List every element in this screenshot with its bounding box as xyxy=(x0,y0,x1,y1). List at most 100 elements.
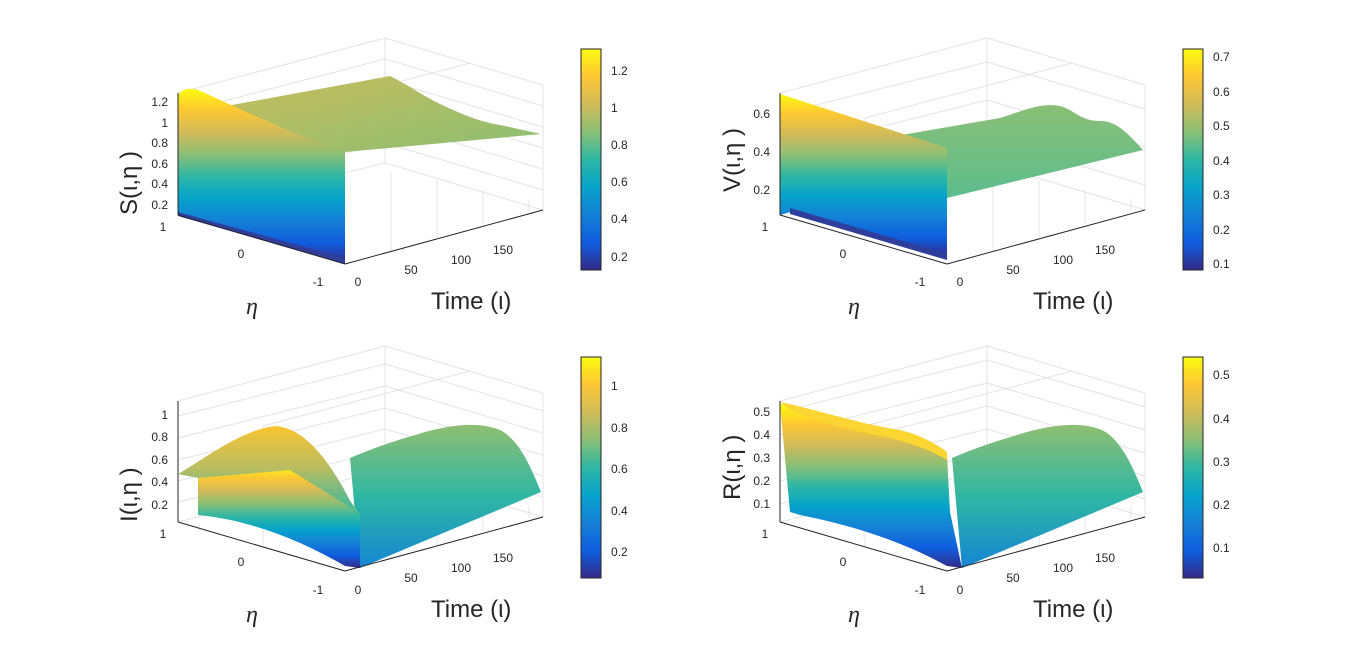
panel-r-ztick: 0.1 xyxy=(753,497,770,511)
panel-s-ylabel: η xyxy=(246,294,258,320)
panel-r-colorbar: 0.1 0.2 0.3 0.4 0.5 xyxy=(1182,356,1230,579)
panel-s-colorbar-tick: 1.2 xyxy=(611,64,628,78)
panel-s-colorbar-tick: 0.4 xyxy=(611,212,628,226)
panel-s-front-face xyxy=(178,88,345,264)
panel-r-ylabel: η xyxy=(848,602,860,628)
panel-s-ytick: 0 xyxy=(238,247,245,261)
panel-r-xlabel: Time (ι) xyxy=(1033,596,1113,623)
panel-v-front-face xyxy=(780,94,947,258)
panel-i-colorbar-tick: 0.2 xyxy=(611,545,628,559)
panel-i-colorbar-tick: 0.8 xyxy=(611,421,628,435)
panel-r-axes xyxy=(779,401,1146,572)
panel-v-colorbar-tick: 0.5 xyxy=(1213,119,1230,133)
panel-s: 0.2 0.4 0.6 0.8 1 1.2 1 0 -1 0 50 100 15… xyxy=(116,37,628,320)
panel-v-colorbar-bar xyxy=(1182,48,1204,271)
panel-r-xticks: 0 50 100 150 xyxy=(957,551,1116,597)
panel-v-xtick: 0 xyxy=(957,275,964,289)
panel-s-ztick: 0.8 xyxy=(151,136,168,150)
panel-i-front-face xyxy=(198,465,360,568)
panel-r-ytick: 0 xyxy=(840,555,847,569)
panel-v-colorbar-tick: 0.3 xyxy=(1213,188,1230,202)
panel-s-colorbar-bar xyxy=(580,48,602,271)
panel-i-colorbar-bar xyxy=(580,356,602,579)
panel-r-ytick: 1 xyxy=(762,527,769,541)
panel-s-ytick: -1 xyxy=(313,275,324,289)
panel-s-xtick: 100 xyxy=(451,253,471,267)
panel-i-xticks: 0 50 100 150 xyxy=(355,551,514,597)
panel-s-zticks: 0.2 0.4 0.6 0.8 1 1.2 xyxy=(151,95,168,212)
panel-r-colorbar-tick: 0.1 xyxy=(1213,541,1230,555)
panel-v-ylabel: η xyxy=(848,294,860,320)
panel-r-ytick: -1 xyxy=(915,583,926,597)
panel-i-zlabel: I(ι,η ) xyxy=(116,467,143,522)
panel-v-colorbar-tick: 0.4 xyxy=(1213,154,1230,168)
panel-r-colorbar-tick: 0.2 xyxy=(1213,498,1230,512)
panel-i-xtick: 50 xyxy=(404,571,418,585)
panel-v-ytick: 1 xyxy=(762,220,769,234)
panel-v: 0.2 0.4 0.6 1 0 -1 0 50 100 150 V(ι,η ) … xyxy=(719,37,1230,320)
panel-r-ztick: 0.4 xyxy=(753,428,770,442)
panel-i-xtick: 150 xyxy=(493,551,513,565)
panel-s-ytick: 1 xyxy=(160,220,167,234)
panel-s-colorbar-tick: 0.6 xyxy=(611,175,628,189)
panel-v-xtick: 100 xyxy=(1053,253,1073,267)
panel-r-colorbar-tick: 0.5 xyxy=(1213,368,1230,382)
panel-i-dome xyxy=(178,426,355,510)
panel-s-ztick: 1.2 xyxy=(151,95,168,109)
panel-i-colorbar-tick: 0.6 xyxy=(611,462,628,476)
panel-i-colorbar-tick: 0.4 xyxy=(611,504,628,518)
panel-v-ztick: 0.2 xyxy=(753,183,770,197)
panel-v-xticks: 0 50 100 150 xyxy=(957,243,1116,289)
panel-r-xtick: 50 xyxy=(1006,571,1020,585)
panel-r-colorbar-tick: 0.3 xyxy=(1213,455,1230,469)
panel-i-xtick: 0 xyxy=(355,583,362,597)
panel-i-colorbar: 0.2 0.4 0.6 0.8 1 xyxy=(580,356,628,579)
panel-i-yticks: 1 0 -1 xyxy=(160,527,324,597)
panel-i-ylabel: η xyxy=(246,602,258,628)
panel-v-colorbar-tick: 0.1 xyxy=(1213,257,1230,271)
panel-i-ytick: -1 xyxy=(313,583,324,597)
panel-r-yticks: 1 0 -1 xyxy=(762,527,926,597)
panel-i-plateau xyxy=(350,424,541,568)
panel-i: 0.2 0.4 0.6 0.8 1 1 0 -1 0 50 100 150 I(… xyxy=(116,345,628,628)
panel-i-xlabel: Time (ι) xyxy=(431,596,511,623)
panel-i-zticks: 0.2 0.4 0.6 0.8 1 xyxy=(151,408,168,512)
panel-s-colorbar-tick: 1 xyxy=(611,101,618,115)
panel-s-xtick: 150 xyxy=(493,243,513,257)
panel-v-colorbar-tick: 0.6 xyxy=(1213,85,1230,99)
panel-r-xtick: 150 xyxy=(1095,551,1115,565)
panel-v-axes xyxy=(779,93,1146,265)
panel-s-floor xyxy=(178,212,345,264)
panel-r-top-edge xyxy=(780,402,947,460)
panel-s-colorbar-tick: 0.8 xyxy=(611,138,628,152)
panel-v-ytick: -1 xyxy=(915,275,926,289)
panel-v-ztick: 0.4 xyxy=(753,145,770,159)
panel-s-axes xyxy=(177,93,544,265)
panel-i-ztick: 1 xyxy=(161,408,168,422)
panel-v-yticks: 1 0 -1 xyxy=(762,220,926,289)
panel-v-xtick: 150 xyxy=(1095,243,1115,257)
panel-v-colorbar-tick: 0.2 xyxy=(1213,223,1230,237)
panel-v-ytick: 0 xyxy=(840,247,847,261)
panel-s-ztick: 0.2 xyxy=(151,198,168,212)
panel-i-ztick: 0.6 xyxy=(151,453,168,467)
panel-i-ztick: 0.8 xyxy=(151,430,168,444)
panel-s-xtick: 0 xyxy=(355,275,362,289)
panel-r-colorbar-bar xyxy=(1182,356,1204,579)
panel-r: 0.1 0.2 0.3 0.4 0.5 1 0 -1 0 50 100 150 … xyxy=(719,345,1230,628)
panel-s-zlabel: S(ι,η ) xyxy=(116,151,143,215)
panel-v-colorbar: 0.1 0.2 0.3 0.4 0.5 0.6 0.7 xyxy=(1182,48,1230,271)
panel-r-plateau xyxy=(952,424,1143,568)
panel-i-ztick: 0.4 xyxy=(151,475,168,489)
panel-r-colorbar-tick: 0.4 xyxy=(1213,412,1230,426)
panel-s-colorbar: 0.2 0.4 0.6 0.8 1 1.2 xyxy=(580,48,628,271)
panel-v-plateau xyxy=(890,105,1143,198)
panel-i-ytick: 1 xyxy=(160,527,167,541)
panel-s-colorbar-tick: 0.2 xyxy=(611,250,628,264)
panel-v-zticks: 0.2 0.4 0.6 xyxy=(753,107,770,197)
panel-i-xtick: 100 xyxy=(451,561,471,575)
panel-i-ytick: 0 xyxy=(238,555,245,569)
panel-s-xticks: 0 50 100 150 xyxy=(355,243,514,289)
panel-s-xtick: 50 xyxy=(404,263,418,277)
